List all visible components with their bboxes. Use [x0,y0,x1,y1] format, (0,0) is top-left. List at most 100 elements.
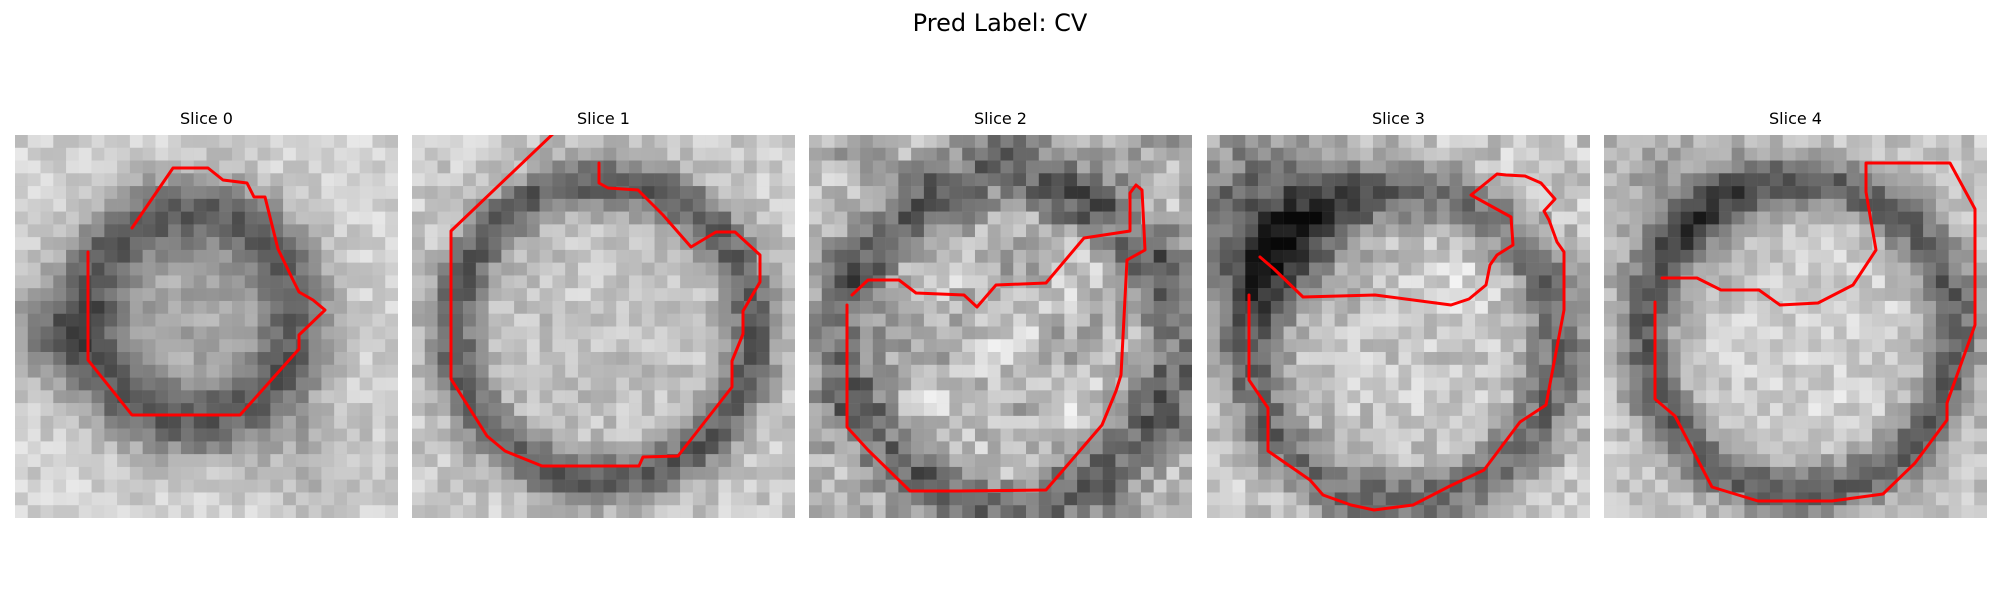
image-pixel [1923,224,1936,237]
image-pixel [92,161,105,174]
image-pixel [270,454,283,467]
image-pixel [757,339,770,352]
slice-image-3 [1207,135,1590,518]
image-pixel [258,263,271,276]
image-pixel [1526,441,1539,454]
image-pixel [782,237,795,250]
image-pixel [270,301,283,314]
image-pixel [334,148,347,161]
image-pixel [1732,186,1745,199]
image-pixel [693,390,706,403]
image-pixel [1668,148,1681,161]
image-pixel [1783,467,1796,480]
image-pixel [1258,492,1271,505]
image-pixel [1949,237,1962,250]
image-pixel [1821,467,1834,480]
image-pixel [962,224,975,237]
image-pixel [1577,250,1590,263]
image-pixel [79,390,92,403]
image-pixel [924,161,937,174]
image-pixel [1744,224,1757,237]
image-pixel [1732,441,1745,454]
image-pixel [1154,135,1167,148]
image-pixel [360,314,373,327]
image-pixel [1564,390,1577,403]
image-pixel [1064,378,1077,391]
image-pixel [718,352,731,365]
image-pixel [283,212,296,225]
image-pixel [1220,224,1233,237]
image-pixel [1179,378,1192,391]
image-pixel [1796,186,1809,199]
image-pixel [1885,224,1898,237]
image-pixel [245,441,258,454]
image-pixel [1179,224,1192,237]
image-pixel [1617,480,1630,493]
image-pixel [41,352,54,365]
image-pixel [975,365,988,378]
image-pixel [1617,148,1630,161]
image-pixel [616,327,629,340]
image-pixel [1001,429,1014,442]
image-pixel [962,454,975,467]
image-pixel [616,505,629,518]
image-pixel [1706,148,1719,161]
image-pixel [949,250,962,263]
image-pixel [1577,237,1590,250]
image-pixel [1681,250,1694,263]
image-pixel [552,135,565,148]
image-pixel [270,429,283,442]
image-pixel [1039,352,1052,365]
image-pixel [1706,135,1719,148]
image-pixel [1693,314,1706,327]
image-pixel [1526,263,1539,276]
image-pixel [1617,416,1630,429]
image-pixel [860,288,873,301]
image-pixel [1039,429,1052,442]
image-pixel [1360,454,1373,467]
image-pixel [1526,224,1539,237]
image-pixel [1296,365,1309,378]
image-pixel [1335,403,1348,416]
image-pixel [1604,403,1617,416]
image-pixel [232,173,245,186]
image-pixel [937,224,950,237]
image-pixel [309,416,322,429]
image-pixel [1141,263,1154,276]
image-pixel [924,416,937,429]
image-pixel [1052,365,1065,378]
image-pixel [194,365,207,378]
image-pixel [1335,148,1348,161]
image-pixel [347,492,360,505]
image-pixel [540,441,553,454]
image-pixel [130,135,143,148]
image-pixel [1373,148,1386,161]
image-pixel [604,429,617,442]
image-pixel [1513,403,1526,416]
image-pixel [334,161,347,174]
image-pixel [1424,352,1437,365]
image-pixel [296,390,309,403]
image-pixel [1077,199,1090,212]
image-pixel [92,237,105,250]
image-pixel [1271,327,1284,340]
image-pixel [1488,378,1501,391]
image-pixel [1655,263,1668,276]
image-pixel [168,148,181,161]
image-pixel [949,429,962,442]
image-pixel [501,263,514,276]
image-pixel [283,441,296,454]
image-pixel [168,480,181,493]
image-pixel [911,237,924,250]
image-pixel [1770,237,1783,250]
image-pixel [1732,173,1745,186]
image-pixel [66,403,79,416]
image-pixel [718,237,731,250]
image-pixel [1706,492,1719,505]
image-pixel [1309,378,1322,391]
image-pixel [15,429,28,442]
image-pixel [1335,275,1348,288]
image-pixel [1399,263,1412,276]
image-pixel [117,314,130,327]
image-pixel [1577,441,1590,454]
